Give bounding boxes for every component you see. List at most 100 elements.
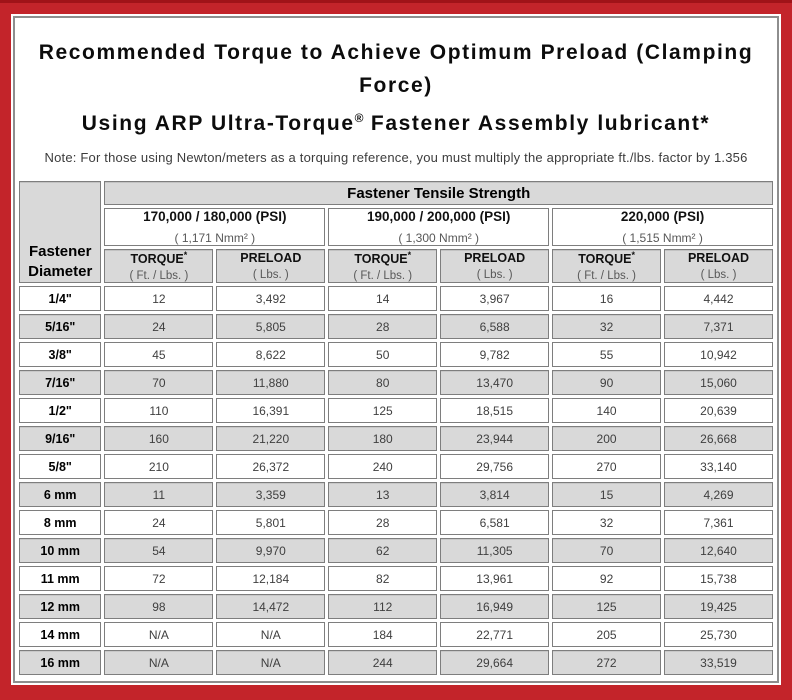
torque-value-cell: 45 [104,342,214,368]
table-row-5-16-inch: 5/16" 24 5,805 28 6,588 32 7,371 [19,314,773,340]
preload-value-cell: 16,949 [440,594,550,620]
table-row-5-8-inch: 5/8" 210 26,372 240 29,756 270 33,140 [19,454,773,480]
header-row-psi: 170,000 / 180,000 (PSI) ( 1,171 Nmm² ) 1… [19,208,773,246]
torque-value-cell: 14 [328,286,438,312]
preload-value-cell: 12,184 [216,566,326,592]
fastener-size-cell: 3/8" [19,342,102,368]
preload-value-cell: 9,782 [440,342,550,368]
psi-group-header-3: 220,000 (PSI) ( 1,515 Nmm² ) [552,208,773,246]
fastener-size-cell: 16 mm [19,650,102,676]
torque-value-cell: 210 [104,454,214,480]
torque-value-cell: 90 [552,370,662,396]
preload-value-cell: 18,515 [440,398,550,424]
torque-value-cell: 112 [328,594,438,620]
preload-value-cell: 4,442 [664,286,773,312]
preload-value-cell: 33,140 [664,454,773,480]
psi-group-header-1: 170,000 / 180,000 (PSI) ( 1,171 Nmm² ) [104,208,326,246]
torque-column-header-3: TORQUE* ( Ft. / Lbs. ) [552,249,662,284]
torque-value-cell: 24 [104,314,214,340]
preload-value-cell: N/A [216,650,326,676]
torque-value-cell: 270 [552,454,662,480]
torque-value-cell: 125 [552,594,662,620]
preload-value-cell: 13,961 [440,566,550,592]
torque-value-cell: 98 [104,594,214,620]
table-row-3-8-inch: 3/8" 45 8,622 50 9,782 55 10,942 [19,342,773,368]
table-row-6mm: 6 mm 11 3,359 13 3,814 15 4,269 [19,482,773,508]
fastener-size-cell: 9/16" [19,426,102,452]
torque-value-cell: 28 [328,510,438,536]
torque-value-cell: 125 [328,398,438,424]
preload-value-cell: 3,359 [216,482,326,508]
fastener-size-cell: 14 mm [19,622,102,648]
preload-value-cell: 26,668 [664,426,773,452]
document-sheet: Recommended Torque to Achieve Optimum Pr… [13,16,779,683]
table-row-16mm: 16 mm N/A N/A 244 29,664 272 33,519 [19,650,773,676]
torque-value-cell: 244 [328,650,438,676]
preload-value-cell: 13,470 [440,370,550,396]
torque-value-cell: 70 [104,370,214,396]
table-row-half-inch: 1/2" 110 16,391 125 18,515 140 20,639 [19,398,773,424]
preload-value-cell: 15,738 [664,566,773,592]
preload-value-cell: 3,967 [440,286,550,312]
torque-column-header-2: TORQUE* ( Ft. / Lbs. ) [328,249,438,284]
torque-value-cell: 12 [104,286,214,312]
torque-value-cell: 32 [552,314,662,340]
fastener-size-cell: 10 mm [19,538,102,564]
preload-value-cell: 21,220 [216,426,326,452]
table-row-14mm: 14 mm N/A N/A 184 22,771 205 25,730 [19,622,773,648]
table-row-11mm: 11 mm 72 12,184 82 13,961 92 15,738 [19,566,773,592]
torque-value-cell: 11 [104,482,214,508]
preload-value-cell: 11,305 [440,538,550,564]
preload-column-header-1: PRELOAD ( Lbs. ) [216,249,326,284]
preload-value-cell: 8,622 [216,342,326,368]
torque-value-cell: 55 [552,342,662,368]
table-row-7-16-inch: 7/16" 70 11,880 80 13,470 90 15,060 [19,370,773,396]
preload-value-cell: 16,391 [216,398,326,424]
torque-value-cell: 80 [328,370,438,396]
torque-value-cell: 200 [552,426,662,452]
fastener-size-cell: 5/16" [19,314,102,340]
preload-value-cell: 7,371 [664,314,773,340]
conversion-note: Note: For those using Newton/meters as a… [44,150,748,165]
header-row-tensile: Fastener Diameter Fastener Tensile Stren… [19,181,773,284]
table-row-10mm: 10 mm 54 9,970 62 11,305 70 12,640 [19,538,773,564]
table-row-9-16-inch: 9/16" 160 21,220 180 23,944 200 26,668 [19,426,773,452]
torque-value-cell: 15 [552,482,662,508]
preload-value-cell: 6,588 [440,314,550,340]
preload-column-header-2: PRELOAD ( Lbs. ) [440,249,550,284]
preload-value-cell: 29,756 [440,454,550,480]
preload-value-cell: 3,814 [440,482,550,508]
torque-value-cell: 205 [552,622,662,648]
preload-value-cell: 33,519 [664,650,773,676]
torque-value-cell: 92 [552,566,662,592]
torque-spec-table: Fastener Diameter Fastener Tensile Stren… [16,178,776,678]
torque-value-cell: 32 [552,510,662,536]
preload-value-cell: 29,664 [440,650,550,676]
psi-group-header-2: 190,000 / 200,000 (PSI) ( 1,300 Nmm² ) [328,208,550,246]
preload-value-cell: 12,640 [664,538,773,564]
torque-value-cell: 50 [328,342,438,368]
fastener-size-cell: 1/4" [19,286,102,312]
preload-value-cell: 20,639 [664,398,773,424]
preload-value-cell: 5,801 [216,510,326,536]
preload-value-cell: 11,880 [216,370,326,396]
torque-value-cell: 28 [328,314,438,340]
registered-trademark-symbol: ® [354,111,364,125]
preload-value-cell: 3,492 [216,286,326,312]
fastener-size-cell: 1/2" [19,398,102,424]
torque-value-cell: 140 [552,398,662,424]
torque-value-cell: 82 [328,566,438,592]
torque-value-cell: 62 [328,538,438,564]
preload-value-cell: 5,805 [216,314,326,340]
fastener-size-cell: 6 mm [19,482,102,508]
preload-column-header-3: PRELOAD ( Lbs. ) [664,249,773,284]
torque-value-cell: 272 [552,650,662,676]
page-title: Recommended Torque to Achieve Optimum Pr… [29,36,763,140]
title-line-2: Using ARP Ultra-Torque® Fastener Assembl… [81,111,711,135]
preload-value-cell: N/A [216,622,326,648]
torque-column-header-1: TORQUE* ( Ft. / Lbs. ) [104,249,214,284]
preload-value-cell: 19,425 [664,594,773,620]
fastener-size-cell: 12 mm [19,594,102,620]
torque-value-cell: 16 [552,286,662,312]
